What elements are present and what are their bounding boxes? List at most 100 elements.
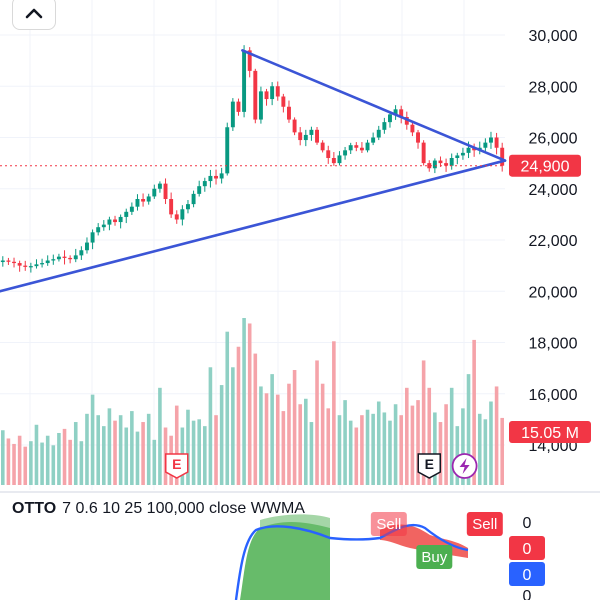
candle-body: [101, 224, 106, 228]
candle-body: [303, 134, 308, 141]
volume-bar: [186, 409, 190, 485]
candle-body: [460, 152, 465, 156]
volume-bar: [354, 427, 359, 485]
candle-body: [118, 216, 123, 223]
indicator-axis-label: 0: [523, 567, 532, 584]
candle-body: [309, 129, 314, 135]
volume-bar: [79, 441, 84, 485]
indicator-legend[interactable]: OTTO 7 0.6 10 25 100,000 close WWMA: [12, 500, 305, 518]
candle-body: [410, 124, 415, 133]
sell-signal[interactable]: Sell: [370, 512, 407, 536]
signal-label: Sell: [376, 516, 401, 533]
indicator-axis-label: 0: [523, 541, 532, 558]
candle-body: [365, 142, 370, 151]
candle-body: [376, 129, 381, 138]
candle-body: [23, 265, 28, 267]
event-label: E: [172, 456, 181, 472]
volume-bar: [12, 443, 16, 485]
volume-bar: [242, 318, 246, 485]
volume-bar: [416, 400, 420, 485]
volume-bar: [130, 411, 134, 485]
volume-bar: [427, 387, 432, 485]
volume-bar: [208, 367, 213, 485]
candle-body: [455, 155, 460, 158]
volume-bar: [124, 427, 129, 485]
volume-bar: [376, 401, 381, 485]
volume-bar: [135, 431, 140, 485]
trendline[interactable]: [0, 159, 507, 293]
candle-body: [0, 260, 5, 263]
indicator-pane: Sell Buy Sell 0 0 0 0: [234, 512, 545, 605]
candle-body: [399, 109, 404, 117]
earnings-event-marker[interactable]: E: [417, 453, 441, 479]
candle-body: [62, 256, 67, 258]
candle-body: [404, 117, 409, 125]
volume-bar: [158, 387, 162, 485]
candle-body: [326, 150, 331, 158]
candle-body: [56, 256, 61, 260]
candle-body: [79, 250, 84, 256]
trendline[interactable]: [241, 49, 507, 162]
earnings-event-marker[interactable]: E: [165, 453, 189, 479]
indicator-params: 7 0.6 10 25 100,000 close WWMA: [62, 500, 305, 517]
collapse-button[interactable]: [12, 0, 56, 30]
volume-bar: [281, 411, 286, 485]
candle-body: [180, 209, 185, 220]
price-tick-label: 30,000: [529, 28, 578, 45]
candles: [0, 45, 505, 273]
candle-body: [292, 119, 297, 133]
volume-bar: [371, 413, 375, 485]
volume-bar: [264, 393, 269, 485]
candle-body: [449, 158, 454, 166]
volume-badge[interactable]: [509, 421, 591, 443]
candle-body: [483, 142, 488, 148]
indicator-axis-badge-blue[interactable]: [509, 562, 545, 586]
volume-bar: [236, 346, 241, 485]
chevron-up-icon: [25, 8, 43, 19]
volume-bar: [34, 424, 39, 485]
candle-body: [444, 163, 449, 166]
price-tick-label: 24,000: [529, 182, 578, 199]
volume-bar: [494, 386, 499, 485]
volume-bar: [40, 442, 44, 485]
lightning-icon[interactable]: [451, 453, 478, 479]
buy-signal[interactable]: Buy: [416, 545, 453, 569]
candle-body: [354, 145, 359, 148]
candle-body: [34, 264, 39, 267]
candle-body: [343, 150, 348, 156]
volume-bar: [461, 408, 465, 485]
volume-bar: [365, 409, 370, 485]
indicator-axis-badge-red[interactable]: [509, 536, 545, 560]
indicator-name: OTTO: [12, 500, 57, 517]
candle-body: [298, 132, 303, 141]
price-tick-label: 18,000: [529, 336, 578, 353]
event-label: E: [425, 456, 434, 472]
candle-body: [186, 204, 190, 210]
volume-bar: [477, 413, 482, 485]
candle-body: [96, 227, 101, 233]
candle-body: [270, 86, 275, 100]
candle-body: [242, 50, 247, 112]
candle-body: [281, 96, 286, 107]
candle-body: [421, 142, 426, 164]
candle-body: [107, 219, 112, 225]
volume-bar: [225, 331, 230, 485]
volume-bar: [231, 367, 235, 485]
candle-body: [214, 175, 218, 179]
last-price-badge[interactable]: [509, 154, 581, 177]
candle-body: [191, 193, 196, 205]
volume-bar: [17, 435, 22, 485]
volume-bar: [118, 415, 123, 485]
volume-label: 15.05 M: [521, 425, 579, 442]
volume-bars: [1, 318, 504, 485]
volume-bar: [214, 415, 218, 485]
price-tick-label: 26,000: [529, 131, 578, 148]
signal-label: Buy: [421, 549, 447, 566]
candle-body: [287, 106, 291, 120]
sell-signal[interactable]: Sell: [466, 512, 503, 536]
indicator-line: [234, 523, 469, 601]
price-tick-label: 28,000: [529, 79, 578, 96]
candle-body: [438, 160, 443, 164]
